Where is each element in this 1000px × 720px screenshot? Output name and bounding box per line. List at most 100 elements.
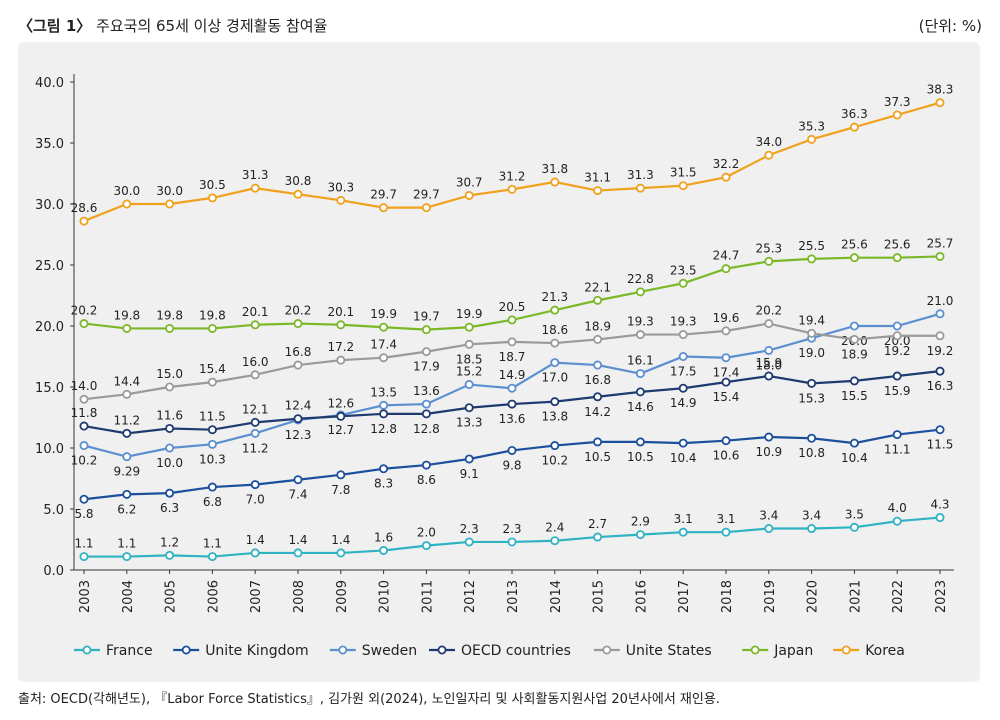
data-label: 7.4 [288,488,307,502]
data-point [764,432,774,442]
data-label: 31.1 [584,171,611,185]
data-point [464,403,474,413]
data-point [849,321,859,331]
data-point [550,358,560,368]
data-point [635,437,645,447]
data-point [207,323,217,333]
legend-label: Unite Kingdom [205,643,308,659]
chart-title: 주요국의 65세 이상 경제활동 참여율 [96,16,328,35]
data-point [764,524,774,534]
data-point [293,360,303,370]
data-point [849,334,859,344]
data-label: 1.6 [374,530,393,544]
data-point [678,527,688,537]
data-label: 22.8 [627,272,654,286]
data-point [207,425,217,435]
legend-item: Unite States [593,643,712,659]
data-label: 15.2 [456,365,483,379]
data-label: 13.5 [370,385,397,399]
data-point [849,122,859,132]
data-label: 13.3 [456,416,483,430]
legend-item: Sweden [329,643,417,659]
legend-label: Unite States [626,643,712,659]
data-point [250,480,260,490]
data-label: 19.3 [627,315,654,329]
data-label: 29.7 [413,188,440,202]
data-label: 17.4 [713,366,740,380]
data-point [807,378,817,388]
data-point [293,319,303,329]
data-label: 14.0 [71,379,98,393]
data-point [550,177,560,187]
legend-label: Sweden [362,643,417,659]
data-point [421,347,431,357]
data-label: 20.2 [755,304,782,318]
x-tick-label: 2007 [249,580,264,613]
x-tick-label: 2006 [206,580,221,613]
data-label: 19.6 [713,311,740,325]
data-label: 4.0 [888,501,907,515]
data-point [464,190,474,200]
legend-label: France [106,643,153,659]
figure-header: 〈그림 1〉 주요국의 65세 이상 경제활동 참여율 (단위: %) [18,12,982,38]
data-label: 10.4 [670,451,697,465]
legend-swatch-marker [602,645,612,655]
data-label: 25.7 [927,236,954,250]
data-point [935,425,945,435]
data-label: 12.4 [285,399,312,413]
data-label: 31.3 [627,168,654,182]
data-label: 1.1 [203,537,222,551]
legend-item: OECD countries [429,643,571,659]
legend-swatch-marker [750,645,760,655]
series-japan: 20.2 19.8 19.8 19.8 20.1 20.2 20.1 19.9 19.7 19.9… [71,236,954,335]
data-label: 15.9 [755,356,782,370]
data-point [593,186,603,196]
data-label: 2.9 [631,515,650,529]
data-point [764,150,774,160]
data-label: 16.1 [627,354,654,368]
data-point [935,366,945,376]
data-label: 19.8 [199,308,226,322]
data-point [935,98,945,108]
data-label: 25.6 [841,238,868,252]
data-point [165,423,175,433]
data-point [764,345,774,355]
data-point [379,464,389,474]
x-tick-label: 2012 [463,580,478,613]
data-label: 6.8 [203,495,222,509]
data-point [635,387,645,397]
x-tick-label: 2016 [634,580,649,613]
data-point [421,541,431,551]
data-point [764,256,774,266]
data-label: 30.5 [199,178,226,192]
x-tick-label: 2020 [806,580,821,613]
data-label: 13.8 [541,410,568,424]
data-label: 17.0 [541,371,568,385]
data-label: 34.0 [755,135,782,149]
data-label: 12.8 [370,422,397,436]
data-point [207,193,217,203]
x-tick-label: 2010 [378,580,393,613]
data-label: 10.8 [798,446,825,460]
data-label: 8.3 [374,477,393,491]
data-point [721,377,731,387]
chart-panel: 0.0 5.0 10.0 15.0 20.0 25.0 30.0 35.0 40.0 2003 20… [18,42,980,682]
data-label: 25.5 [798,239,825,253]
data-point [593,392,603,402]
x-tick-label: 2003 [78,580,93,613]
data-point [421,325,431,335]
data-label: 15.0 [156,367,183,381]
data-label: 2.7 [588,517,607,531]
data-point [207,482,217,492]
y-tick-label: 10.0 [35,442,64,457]
data-label: 4.3 [930,498,949,512]
y-tick-label: 20.0 [35,320,64,335]
data-point [79,421,89,431]
x-tick-label: 2018 [720,580,735,613]
data-label: 19.8 [113,308,140,322]
data-label: 7.8 [331,483,350,497]
data-point [721,326,731,336]
data-label: 20.5 [499,300,526,314]
series-unite-states: 14.0 14.4 15.0 15.4 16.0 16.8 17.2 17.4 17.9 18.5… [71,304,953,404]
data-label: 10.5 [584,450,611,464]
